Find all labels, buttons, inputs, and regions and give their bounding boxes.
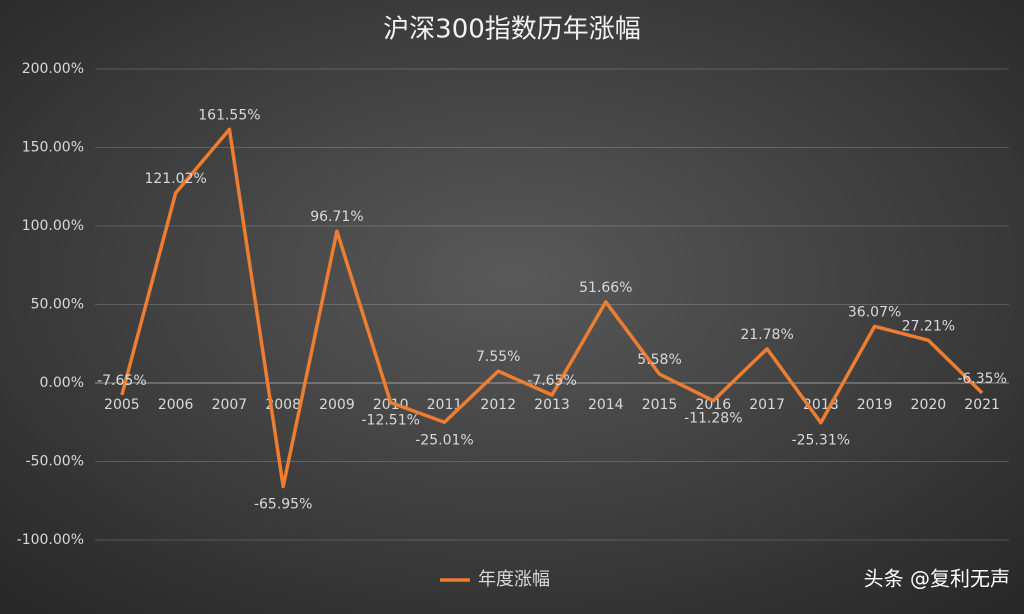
y-tick-label: 150.00% [22,140,84,156]
data-label: 161.55% [198,107,260,123]
x-tick-label: 2006 [158,397,194,413]
x-tick-label: 2013 [534,397,570,413]
x-tick-label: 2010 [373,397,409,413]
data-label: 7.55% [476,349,520,365]
y-tick-label: 0.00% [40,375,84,391]
x-tick-label: 2021 [964,397,1000,413]
data-label: 5.58% [637,352,681,368]
data-label: 96.71% [310,209,363,225]
data-label: -11.28% [684,411,742,427]
x-tick-label: 2014 [588,397,624,413]
x-tick-label: 2005 [104,397,140,413]
chart-title: 沪深300指数历年涨幅 [383,15,641,45]
y-tick-label: -100.00% [17,532,84,548]
data-label: 121.02% [144,171,206,187]
data-label: -12.51% [361,413,419,429]
y-tick-label: -50.00% [26,454,84,470]
x-tick-label: 2007 [212,397,248,413]
data-label: 36.07% [848,304,901,320]
x-tick-label: 2020 [911,397,947,413]
y-tick-label: 50.00% [31,297,84,313]
data-label: -65.95% [254,497,312,513]
data-label: -6.35% [957,371,1007,387]
x-tick-label: 2016 [695,397,731,413]
x-tick-label: 2008 [265,397,301,413]
data-label: -7.65% [97,373,147,389]
data-label: 51.66% [579,280,632,296]
data-label: 21.78% [740,327,793,343]
legend-label: 年度涨幅 [478,569,550,590]
x-tick-label: 2017 [749,397,785,413]
x-tick-label: 2009 [319,397,355,413]
y-tick-label: 200.00% [22,61,84,77]
series-line [120,127,984,489]
watermark: 头条 @复利无声 [864,567,1010,591]
x-tick-label: 2019 [857,397,893,413]
x-tick-label: 2011 [427,397,463,413]
y-tick-label: 100.00% [22,218,84,234]
data-label: 27.21% [902,318,955,334]
x-tick-label: 2012 [480,397,516,413]
data-label: -7.65% [527,373,577,389]
data-label: -25.31% [792,433,850,449]
x-tick-label: 2015 [642,397,678,413]
data-label: -25.01% [415,432,473,448]
